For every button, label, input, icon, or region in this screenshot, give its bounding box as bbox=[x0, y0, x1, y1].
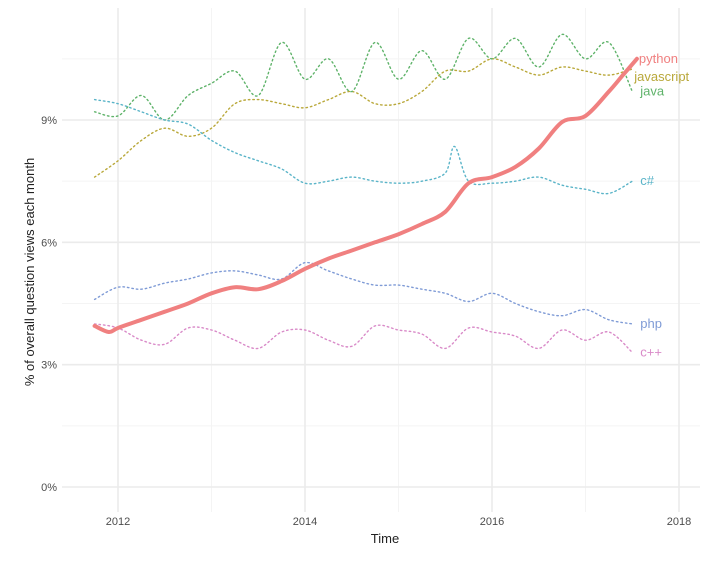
series-line-csharp bbox=[93, 98, 633, 195]
series-label: c# bbox=[640, 173, 655, 188]
y-tick-label: 0% bbox=[41, 482, 57, 494]
x-axis-title: Time bbox=[371, 531, 399, 546]
x-tick-label: 2018 bbox=[667, 516, 691, 528]
y-tick-label: 6% bbox=[41, 237, 57, 249]
series-line-python bbox=[92, 56, 639, 335]
y-axis-ticks: 0% 3% 6% 9% bbox=[41, 115, 57, 494]
series-label: javascript bbox=[633, 69, 689, 84]
series-label: python bbox=[639, 51, 678, 66]
series-line-java bbox=[93, 33, 633, 121]
x-tick-label: 2016 bbox=[480, 516, 504, 528]
x-tick-label: 2012 bbox=[106, 516, 130, 528]
y-tick-label: 9% bbox=[41, 115, 57, 127]
y-axis-title: % of overall question views each month bbox=[22, 158, 37, 386]
series-lines bbox=[92, 33, 639, 354]
series-line-cplus-plus bbox=[93, 323, 633, 354]
series-label: java bbox=[639, 83, 665, 98]
series-line-javascript bbox=[93, 58, 633, 178]
series-line-php bbox=[93, 261, 633, 325]
x-axis-ticks: 2012 2014 2016 2018 bbox=[106, 516, 691, 528]
series-label: php bbox=[640, 316, 662, 331]
minor-gridlines bbox=[62, 8, 700, 512]
x-tick-label: 2014 bbox=[293, 516, 317, 528]
series-label: c++ bbox=[640, 344, 662, 359]
y-tick-label: 3% bbox=[41, 360, 57, 372]
